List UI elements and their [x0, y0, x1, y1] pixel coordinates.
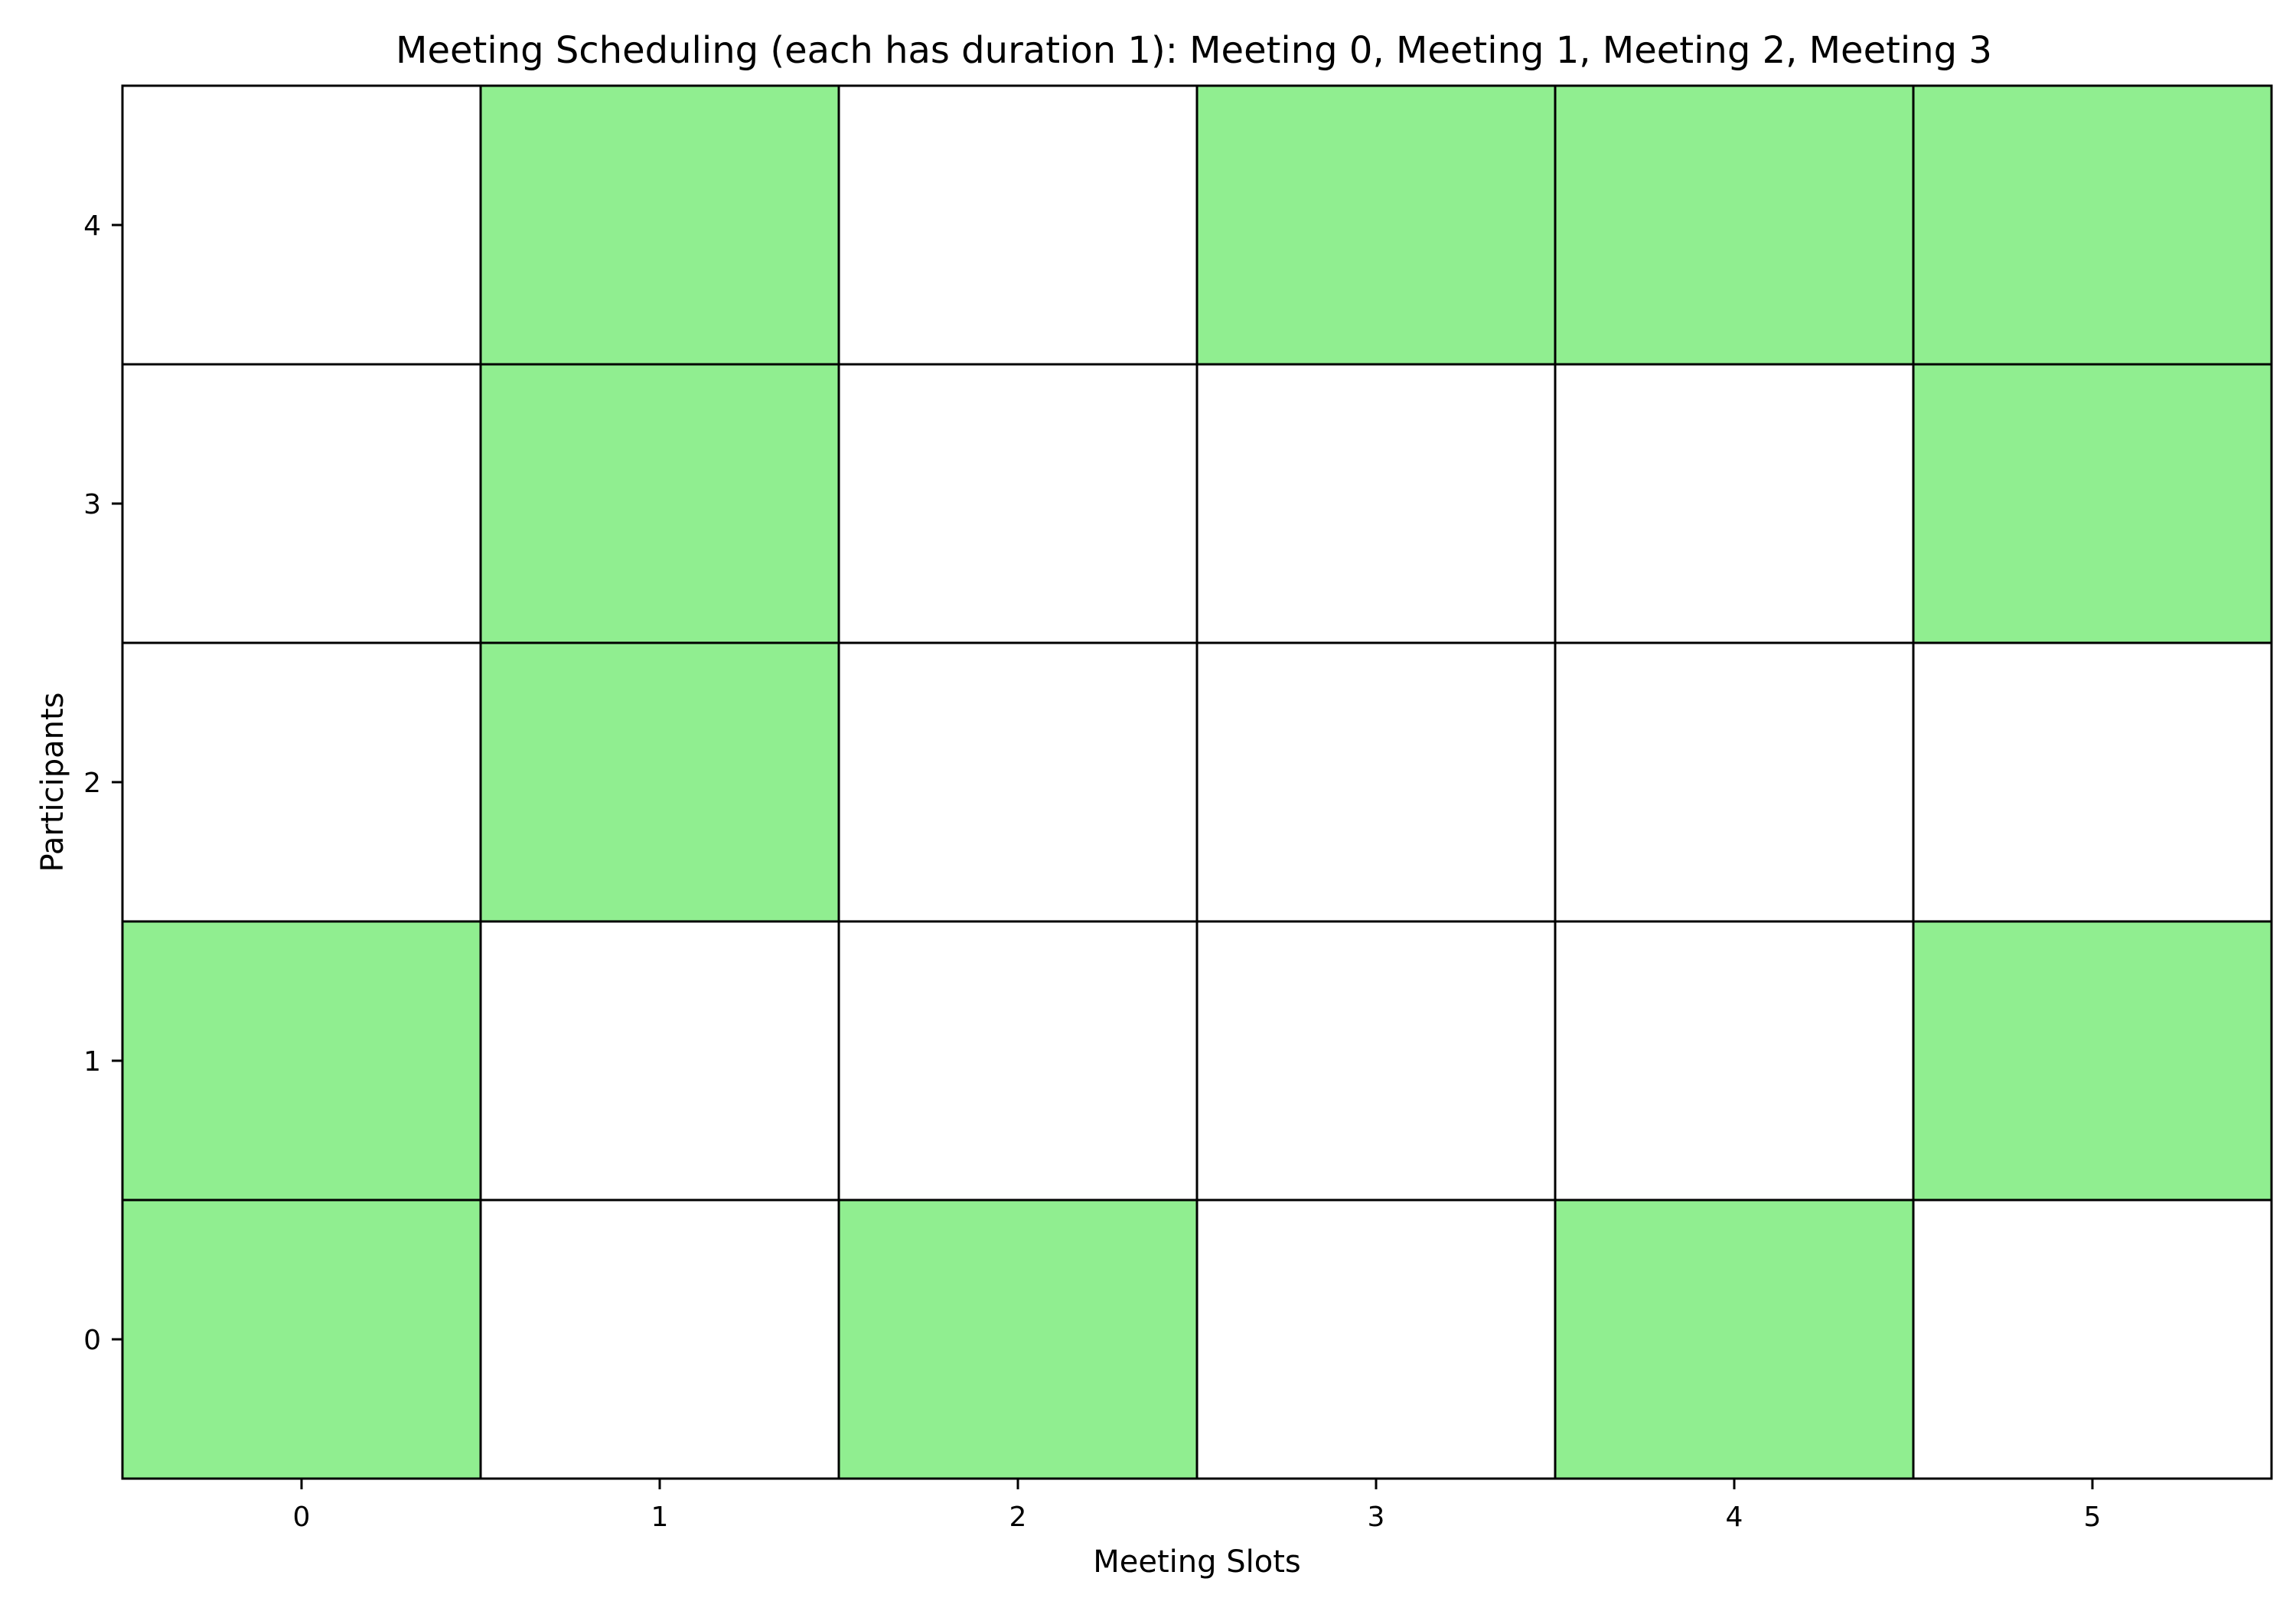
heatmap-cell-p1-s2 [837, 920, 1199, 1202]
y-tick-label: 0 [83, 1325, 101, 1356]
heatmap-cell-p3-s0 [121, 363, 482, 644]
heatmap-cell-p4-s3 [1195, 84, 1557, 366]
x-tick-label: 5 [2084, 1502, 2102, 1533]
heatmap-cell-p2-s5 [1912, 641, 2273, 923]
heatmap-cell-p1-s0 [121, 920, 482, 1202]
y-tick-label: 2 [83, 768, 101, 799]
heatmap-cell-p0-s3 [1195, 1198, 1557, 1480]
heatmap-cell-p2-s3 [1195, 641, 1557, 923]
heatmap-cell-p3-s2 [837, 363, 1199, 644]
heatmap-cell-p1-s5 [1912, 920, 2273, 1202]
heatmap-cell-p4-s1 [479, 84, 840, 366]
x-tick-label: 2 [1009, 1502, 1027, 1533]
heatmap-cell-p3-s1 [479, 363, 840, 644]
heatmap-cell-p3-s5 [1912, 363, 2273, 644]
heatmap-cell-p2-s4 [1554, 641, 1915, 923]
heatmap-cell-p1-s4 [1554, 920, 1915, 1202]
heatmap-cell-p4-s5 [1912, 84, 2273, 366]
heatmap-cell-p4-s0 [121, 84, 482, 366]
x-axis-label: Meeting Slots [1093, 1544, 1300, 1580]
heatmap-cell-p0-s2 [837, 1198, 1199, 1480]
heatmap-cell-p2-s2 [837, 641, 1199, 923]
y-tick-label: 4 [83, 210, 101, 242]
y-tick-label: 3 [83, 489, 101, 520]
heatmap-cell-p4-s4 [1554, 84, 1915, 366]
heatmap-cell-p1-s3 [1195, 920, 1557, 1202]
heatmap-cell-p3-s3 [1195, 363, 1557, 644]
y-axis-ticks: 0 1 2 3 4 [83, 210, 122, 1356]
y-tick-label: 1 [83, 1046, 101, 1078]
heatmap-cell-p1-s1 [479, 920, 840, 1202]
heatmap-cell-p0-s0 [121, 1198, 482, 1480]
heatmap-cell-p0-s5 [1912, 1198, 2273, 1480]
y-axis-label: Participants [35, 693, 70, 872]
heatmap-cells [121, 84, 2273, 1480]
x-tick-label: 1 [651, 1502, 669, 1533]
x-tick-label: 3 [1368, 1502, 1385, 1533]
x-axis-ticks: 0 1 2 3 4 5 [293, 1479, 2102, 1533]
x-tick-label: 0 [293, 1502, 311, 1533]
chart-title: Meeting Scheduling (each has duration 1)… [396, 29, 1992, 72]
x-tick-label: 4 [1726, 1502, 1743, 1533]
heatmap-cell-p3-s4 [1554, 363, 1915, 644]
heatmap-cell-p2-s1 [479, 641, 840, 923]
heatmap-cell-p2-s0 [121, 641, 482, 923]
heatmap-cell-p4-s2 [837, 84, 1199, 366]
heatmap-cell-p0-s4 [1554, 1198, 1915, 1480]
heatmap-cell-p0-s1 [479, 1198, 840, 1480]
